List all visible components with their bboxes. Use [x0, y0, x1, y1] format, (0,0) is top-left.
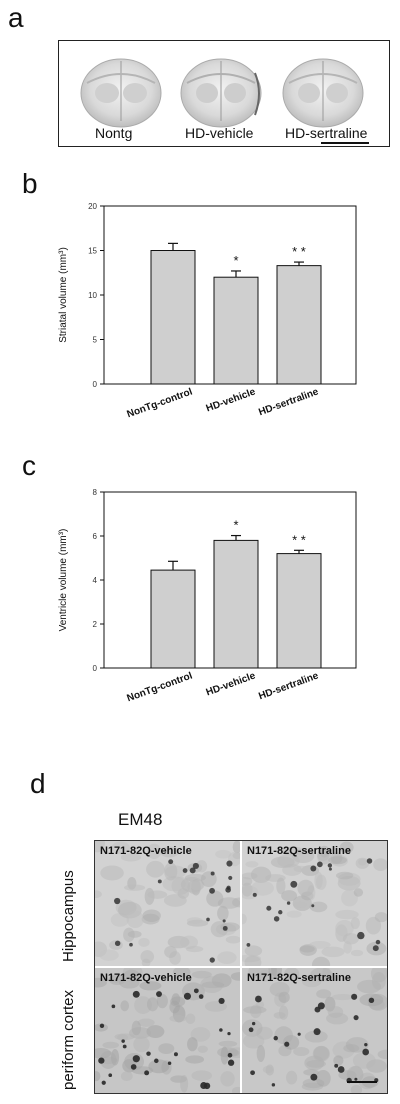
row-label-hippocampus: Hippocampus: [60, 870, 77, 962]
y-tick-label: 0: [93, 380, 98, 389]
category-label: HD-vehicle: [205, 386, 258, 414]
panel-letter-d: d: [30, 768, 46, 799]
y-tick-label: 15: [88, 247, 97, 256]
micrograph-grid: N171-82Q-vehicle N171-82Q-sertraline N17…: [94, 840, 388, 1094]
y-tick-label: 10: [88, 291, 97, 300]
brain-sections-image: [80, 58, 364, 128]
bar: [213, 276, 259, 385]
category-label: HD-vehicle: [205, 670, 258, 698]
brain-section-nontg: [80, 58, 162, 128]
y-tick-label: 20: [88, 202, 97, 211]
brain-section-hd-vehicle: [180, 58, 262, 128]
bar: [150, 250, 196, 385]
micrograph-hippocampus-sertraline: N171-82Q-sertraline: [242, 841, 387, 966]
significance-marker: *: [233, 518, 238, 533]
brain-section-hd-sertraline: [282, 58, 364, 128]
category-label: NonTg-control: [126, 386, 195, 420]
panel-letter-c: c: [22, 450, 36, 481]
y-tick-label: 0: [93, 664, 98, 673]
category-label: HD-sertraline: [257, 670, 320, 702]
y-axis-label: Ventricle volume (mm³): [58, 529, 69, 632]
bar: [150, 569, 196, 669]
significance-marker: * *: [292, 532, 306, 547]
y-tick-label: 5: [93, 336, 98, 345]
brain-label-hd-sertraline: HD-sertraline: [285, 125, 368, 141]
micrograph-label: N171-82Q-vehicle: [100, 972, 192, 984]
chart-ventricle-volume: 0 2 4 6 8 Ventricle volume (mm³) NonTg-control…: [58, 488, 357, 704]
significance-marker: * *: [292, 244, 306, 259]
bar: [276, 265, 322, 385]
bar: [276, 553, 322, 669]
micrograph-cortex-vehicle: N171-82Q-vehicle: [95, 968, 240, 1093]
y-tick-label: 2: [93, 620, 98, 629]
micrograph-label: N171-82Q-sertraline: [247, 845, 351, 857]
y-axis-label: Striatal volume (mm³): [58, 247, 69, 343]
scale-bar-d: [347, 1081, 377, 1083]
panel-letter-a: a: [8, 2, 24, 33]
category-label: NonTg-control: [126, 670, 195, 704]
category-label: HD-sertraline: [257, 386, 320, 418]
y-tick-label: 4: [93, 576, 98, 585]
micrograph-label: N171-82Q-vehicle: [100, 845, 192, 857]
panel-letter-b: b: [22, 168, 38, 199]
chart-striatal-volume: 0 5 10 15 20 Striatal volume (mm³) NonTg-contr…: [58, 202, 357, 420]
brain-label-hd-vehicle: HD-vehicle: [185, 125, 254, 141]
brain-label-nontg: Nontg: [95, 125, 133, 141]
scale-bar-a: [321, 142, 369, 144]
micrograph-hippocampus-vehicle: N171-82Q-vehicle: [95, 841, 240, 966]
y-tick-label: 8: [93, 488, 98, 497]
micrograph-cortex-sertraline: N171-82Q-sertraline: [242, 968, 387, 1093]
micrograph-label: N171-82Q-sertraline: [247, 972, 351, 984]
row-label-periform-cortex: periform cortex: [60, 989, 77, 1090]
significance-marker: *: [233, 253, 238, 268]
brain-sections-panel: Nontg HD-vehicle HD-sertraline: [58, 40, 390, 147]
y-tick-label: 6: [93, 532, 98, 541]
bar: [213, 539, 259, 669]
stain-label: EM48: [118, 810, 163, 829]
